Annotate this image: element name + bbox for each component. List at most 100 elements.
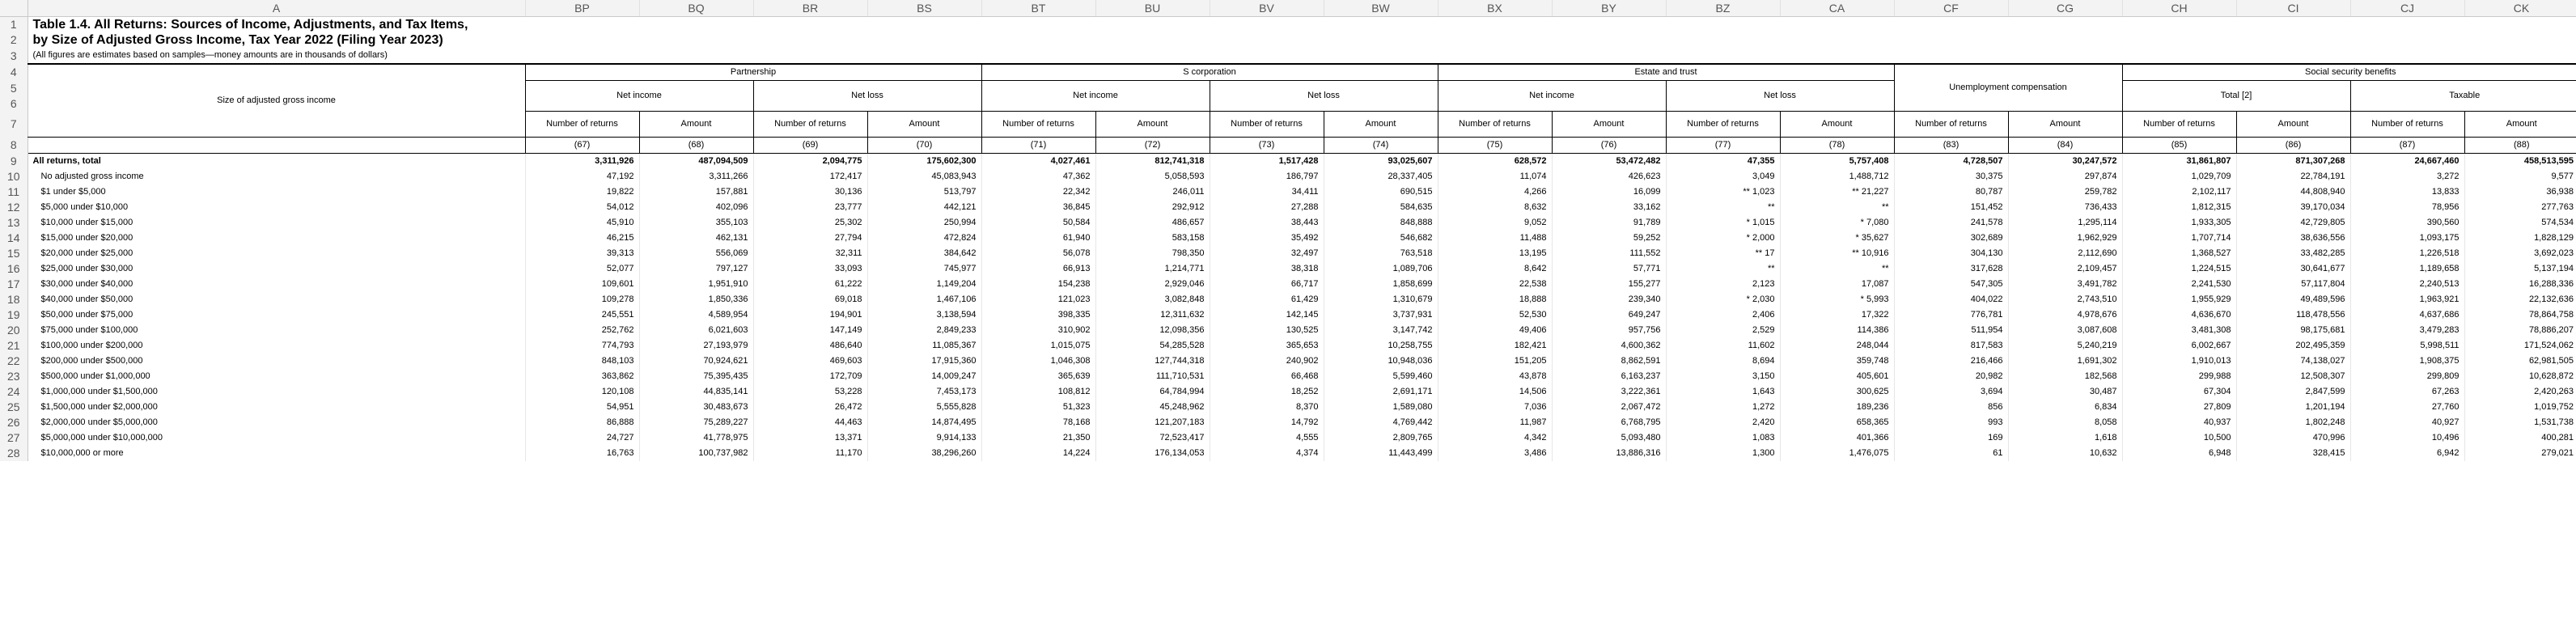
data-cell[interactable]: 38,636,556 (2235, 231, 2350, 246)
data-cell[interactable]: 75,395,435 (638, 369, 753, 384)
col-number[interactable]: (67) (524, 137, 639, 154)
row-number[interactable]: 2 (0, 32, 28, 48)
col-number[interactable]: (77) (1665, 137, 1780, 154)
data-cell[interactable]: ** 1,023 (1665, 184, 1780, 200)
data-cell[interactable]: 3,694 (1893, 384, 2008, 400)
data-cell[interactable]: 4,027,461 (981, 153, 1095, 169)
data-cell[interactable]: 584,635 (1323, 200, 1438, 215)
data-cell[interactable]: 1,828,129 (2464, 231, 2576, 246)
data-cell[interactable]: 78,168 (981, 415, 1095, 430)
data-cell[interactable]: 6,768,795 (1551, 415, 1666, 430)
data-cell[interactable]: 100,737,982 (638, 446, 753, 461)
data-cell[interactable]: 12,098,356 (1095, 323, 1210, 338)
data-cell[interactable]: 2,240,513 (2349, 277, 2464, 292)
data-cell[interactable]: 46,215 (524, 231, 639, 246)
data-cell[interactable]: 33,162 (1551, 200, 1666, 215)
data-cell[interactable]: 856 (1893, 400, 2008, 415)
data-cell[interactable]: 1,046,308 (981, 354, 1095, 369)
data-cell[interactable]: 2,809,765 (1323, 430, 1438, 446)
row-label[interactable]: $1,000,000 under $1,500,000 (40, 387, 158, 396)
data-cell[interactable]: 384,642 (866, 246, 981, 261)
data-cell[interactable]: 279,021 (2464, 446, 2576, 461)
data-cell[interactable]: 302,689 (1893, 231, 2008, 246)
data-cell[interactable]: 10,258,755 (1323, 338, 1438, 354)
data-cell[interactable]: * 5,993 (1779, 292, 1894, 307)
col-label-returns[interactable]: Number of returns (1665, 111, 1780, 138)
data-cell[interactable]: 487,094,509 (638, 153, 753, 169)
col-number[interactable]: (83) (1893, 137, 2008, 154)
data-cell[interactable]: 574,534 (2464, 215, 2576, 231)
data-cell[interactable]: 151,452 (1893, 200, 2008, 215)
data-cell[interactable]: 182,568 (2007, 369, 2122, 384)
data-cell[interactable]: 51,323 (981, 400, 1095, 415)
data-cell[interactable]: 3,311,266 (638, 169, 753, 184)
data-cell[interactable]: 22,132,636 (2464, 292, 2576, 307)
data-cell[interactable]: 259,782 (2007, 184, 2122, 200)
row-label[interactable]: $1 under $5,000 (40, 187, 106, 197)
data-cell[interactable]: 1,214,771 (1095, 261, 1210, 277)
data-cell[interactable]: 13,833 (2349, 184, 2464, 200)
data-cell[interactable]: 78,956 (2349, 200, 2464, 215)
column-header[interactable]: BY (1552, 0, 1667, 17)
data-cell[interactable]: 2,094,775 (752, 153, 867, 169)
data-cell[interactable]: 1,019,752 (2464, 400, 2576, 415)
data-cell[interactable]: 93,025,607 (1323, 153, 1438, 169)
data-cell[interactable]: 31,861,807 (2121, 153, 2236, 169)
data-cell[interactable]: 16,099 (1551, 184, 1666, 200)
data-cell[interactable]: * 1,015 (1665, 215, 1780, 231)
data-cell[interactable]: 43,878 (1437, 369, 1552, 384)
data-cell[interactable]: 54,951 (524, 400, 639, 415)
data-cell[interactable]: 52,530 (1437, 307, 1552, 323)
row-number[interactable]: 27 (0, 430, 28, 446)
data-cell[interactable]: 513,797 (866, 184, 981, 200)
data-cell[interactable]: 59,252 (1551, 231, 1666, 246)
data-cell[interactable]: 38,296,260 (866, 446, 981, 461)
data-cell[interactable]: 2,123 (1665, 277, 1780, 292)
data-cell[interactable]: 1,618 (2007, 430, 2122, 446)
data-cell[interactable]: ** 10,916 (1779, 246, 1894, 261)
data-cell[interactable]: 1,933,305 (2121, 215, 2236, 231)
data-cell[interactable]: 27,794 (752, 231, 867, 246)
column-header[interactable]: BV (1210, 0, 1324, 17)
data-cell[interactable]: 10,948,036 (1323, 354, 1438, 369)
data-cell[interactable]: 176,134,053 (1095, 446, 1210, 461)
data-cell[interactable]: 22,538 (1437, 277, 1552, 292)
data-cell[interactable]: 13,195 (1437, 246, 1552, 261)
data-cell[interactable]: 469,603 (752, 354, 867, 369)
data-cell[interactable]: 67,304 (2121, 384, 2236, 400)
column-header[interactable]: CH (2122, 0, 2237, 17)
data-cell[interactable]: 13,371 (752, 430, 867, 446)
row-number[interactable]: 1 (0, 16, 28, 32)
data-cell[interactable]: 11,170 (752, 446, 867, 461)
col-label-amount[interactable]: Amount (2235, 111, 2350, 138)
data-cell[interactable]: ** (1665, 261, 1780, 277)
row-label[interactable]: $5,000 under $10,000 (40, 202, 129, 212)
data-cell[interactable]: 299,988 (2121, 369, 2236, 384)
row-number[interactable]: 28 (0, 446, 28, 461)
data-cell[interactable]: 317,628 (1893, 261, 2008, 277)
data-cell[interactable]: 6,002,667 (2121, 338, 2236, 354)
data-cell[interactable]: 547,305 (1893, 277, 2008, 292)
row-number[interactable]: 3 (0, 48, 28, 64)
col-label-returns[interactable]: Number of returns (2121, 111, 2236, 138)
data-cell[interactable]: 121,207,183 (1095, 415, 1210, 430)
data-cell[interactable]: 9,052 (1437, 215, 1552, 231)
data-cell[interactable]: 470,996 (2235, 430, 2350, 446)
col-number[interactable]: (78) (1779, 137, 1894, 154)
data-cell[interactable]: 61,940 (981, 231, 1095, 246)
data-cell[interactable]: 109,601 (524, 277, 639, 292)
data-cell[interactable]: 300,625 (1779, 384, 1894, 400)
column-header[interactable]: A (28, 0, 526, 17)
data-cell[interactable]: 1,300 (1665, 446, 1780, 461)
data-cell[interactable]: 5,555,828 (866, 400, 981, 415)
data-cell[interactable]: 30,136 (752, 184, 867, 200)
data-cell[interactable]: 4,728,507 (1893, 153, 2008, 169)
table-title-line2[interactable]: by Size of Adjusted Gross Income, Tax Ye… (32, 33, 443, 47)
col-label-returns[interactable]: Number of returns (1209, 111, 1324, 138)
row-number[interactable]: 18 (0, 292, 28, 307)
data-cell[interactable]: 8,862,591 (1551, 354, 1666, 369)
data-cell[interactable]: 4,636,670 (2121, 307, 2236, 323)
data-cell[interactable]: 56,078 (981, 246, 1095, 261)
data-cell[interactable]: 49,489,596 (2235, 292, 2350, 307)
data-cell[interactable]: 28,337,405 (1323, 169, 1438, 184)
